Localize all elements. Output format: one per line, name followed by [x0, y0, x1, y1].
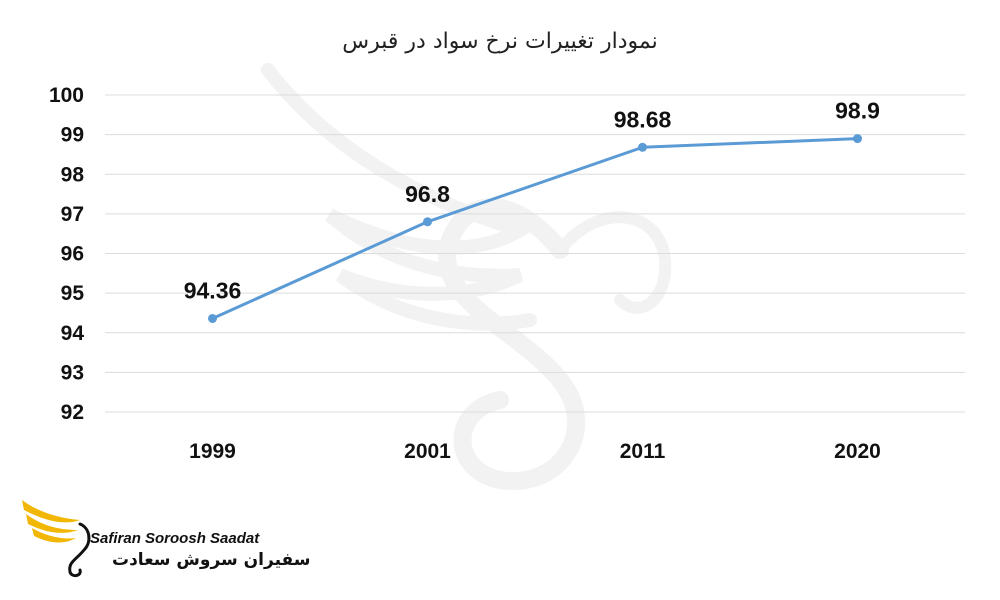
y-tick-label: 98 — [61, 163, 85, 186]
y-tick-label: 97 — [61, 203, 84, 226]
gridlines — [105, 94, 965, 413]
chart-title: نمودار تغییرات نرخ سواد در قبرس — [342, 29, 657, 54]
y-axis-ticks: 92 93 94 95 96 97 98 99 100 — [49, 84, 84, 424]
y-tick-label: 93 — [61, 361, 84, 384]
y-tick-label: 94 — [61, 322, 85, 345]
y-tick-label: 95 — [61, 282, 85, 305]
x-tick-label: 2020 — [834, 440, 881, 463]
series-line — [211, 137, 859, 320]
data-label: 94.36 — [184, 277, 242, 303]
data-point — [853, 134, 862, 144]
y-tick-label: 92 — [61, 401, 84, 424]
data-points — [208, 134, 862, 323]
data-point — [423, 217, 432, 227]
data-label: 98.68 — [614, 106, 672, 132]
y-tick-label: 100 — [49, 84, 84, 107]
data-point — [208, 313, 217, 323]
wing-logo-icon — [22, 500, 91, 578]
brand-logo: Safiran Soroosh Saadat سفیران سروش سعادت — [18, 490, 310, 590]
logo-text-fa: سفیران سروش سعادت — [112, 550, 311, 570]
logo-text-en: Safiran Soroosh Saadat — [90, 530, 260, 547]
x-axis-ticks: 1999 2001 2011 2020 — [189, 440, 881, 463]
data-label: 96.8 — [405, 181, 450, 207]
series-group — [211, 137, 859, 320]
x-tick-label: 1999 — [189, 440, 236, 463]
x-tick-label: 2001 — [404, 440, 451, 463]
data-label: 98.9 — [835, 98, 880, 124]
data-point — [638, 142, 647, 152]
data-labels: 94.36 96.8 98.68 98.9 — [184, 98, 880, 304]
x-tick-label: 2011 — [620, 440, 666, 463]
watermark-logo — [261, 63, 672, 491]
y-tick-label: 99 — [61, 124, 84, 147]
y-tick-label: 96 — [61, 243, 84, 266]
